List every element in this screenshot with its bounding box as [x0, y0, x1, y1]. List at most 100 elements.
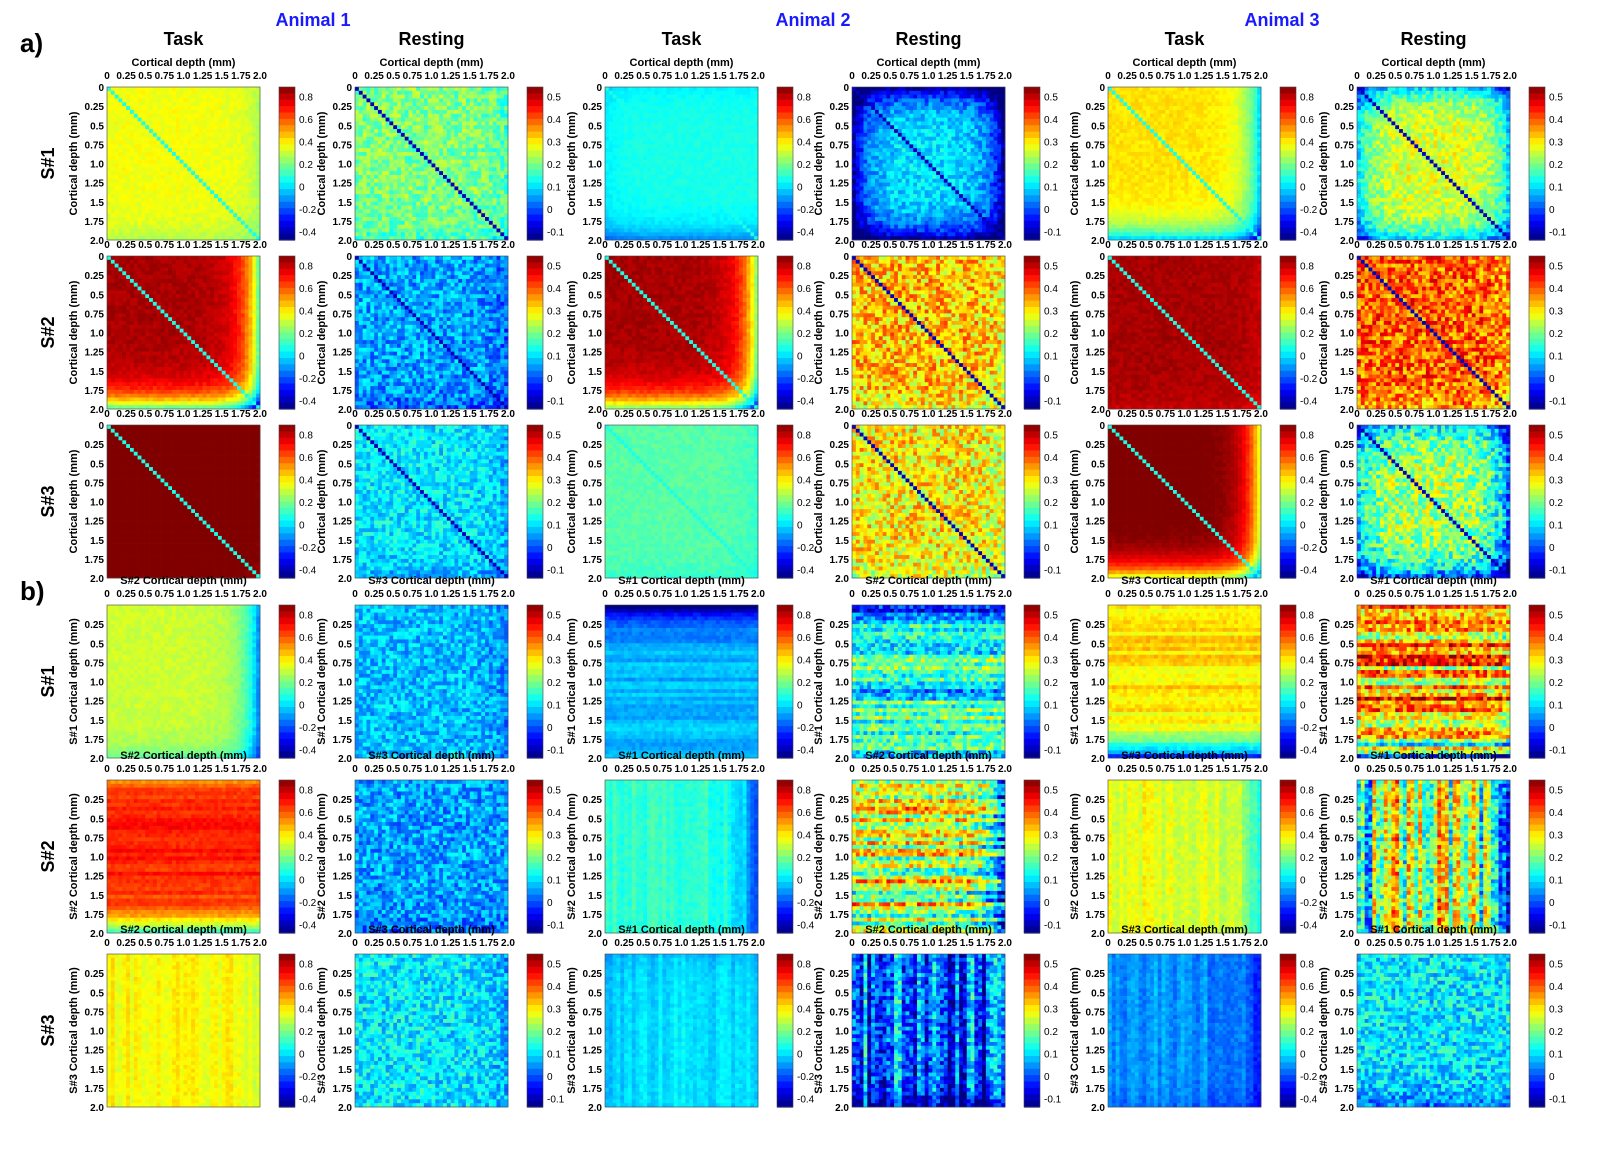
- heatmap-cell: [366, 152, 370, 156]
- heatmap-cell: [107, 129, 111, 133]
- colorbar-segment: [279, 125, 295, 132]
- heatmap-cell: [107, 190, 111, 194]
- heatmap-cell: [199, 95, 203, 99]
- heatmap-cell: [245, 106, 249, 110]
- heatmap-cell: [370, 102, 374, 106]
- heatmap-cell: [107, 106, 111, 110]
- heatmap-cell: [389, 167, 393, 171]
- heatmap-cell: [249, 129, 253, 133]
- heatmap-cell: [451, 114, 455, 118]
- heatmap-cell: [229, 225, 233, 229]
- heatmap-cell: [500, 194, 504, 198]
- heatmap-cell: [126, 190, 130, 194]
- heatmap-cell: [493, 183, 497, 187]
- heatmap-cell: [466, 148, 470, 152]
- heatmap-cell: [454, 186, 458, 190]
- heatmap-cell: [386, 118, 390, 122]
- heatmap-cell: [355, 102, 359, 106]
- heatmap-cell: [489, 144, 493, 148]
- heatmap-cell: [382, 164, 386, 168]
- heatmap-cell: [145, 125, 149, 129]
- heatmap-cell: [138, 118, 142, 122]
- heatmap-cell: [199, 91, 203, 95]
- heatmap-cell: [470, 148, 474, 152]
- heatmap-cell: [145, 167, 149, 171]
- heatmap-cell: [485, 141, 489, 145]
- heatmap-cell: [233, 129, 237, 133]
- heatmap-cell: [222, 229, 226, 233]
- heatmap-cell: [493, 137, 497, 141]
- heatmap-cell: [180, 175, 184, 179]
- heatmap-cell: [130, 129, 134, 133]
- heatmap-cell: [168, 209, 172, 213]
- heatmap-cell: [122, 87, 126, 91]
- heatmap-cell: [428, 194, 432, 198]
- heatmap-cell: [122, 160, 126, 164]
- heatmap-cell: [249, 213, 253, 217]
- heatmap-cell: [241, 229, 245, 233]
- heatmap-cell: [195, 198, 199, 202]
- heatmap-cell: [187, 221, 191, 225]
- top-tick-label: 1.75: [231, 71, 251, 82]
- heatmap-cell: [226, 186, 230, 190]
- heatmap-cell: [237, 106, 241, 110]
- heatmap-cell: [233, 167, 237, 171]
- heatmap-cell: [161, 125, 165, 129]
- heatmap-cell: [405, 137, 409, 141]
- heatmap-cell: [435, 91, 439, 95]
- heatmap-cell: [447, 171, 451, 175]
- heatmap-cell: [378, 133, 382, 137]
- heatmap-cell: [359, 190, 363, 194]
- heatmap-cell: [191, 129, 195, 133]
- heatmap-cell: [145, 144, 149, 148]
- heatmap-cell: [164, 167, 168, 171]
- heatmap-cell: [386, 102, 390, 106]
- heatmap-cell: [195, 102, 199, 106]
- heatmap-cell: [432, 171, 436, 175]
- heatmap-cell: [141, 110, 145, 114]
- heatmap-cell: [374, 141, 378, 145]
- heatmap-cell: [366, 102, 370, 106]
- heatmap-cell: [382, 91, 386, 95]
- heatmap-cell: [229, 91, 233, 95]
- heatmap-cell: [164, 148, 168, 152]
- heatmap-cell: [378, 121, 382, 125]
- heatmap-cell: [252, 190, 256, 194]
- heatmap-cell: [359, 175, 363, 179]
- heatmap-cell: [222, 106, 226, 110]
- heatmap-cell: [249, 175, 253, 179]
- heatmap-cell: [218, 167, 222, 171]
- heatmap-cell: [191, 186, 195, 190]
- heatmap-cell: [405, 198, 409, 202]
- heatmap-cell: [382, 144, 386, 148]
- heatmap-cell: [493, 160, 497, 164]
- heatmap-cell: [252, 206, 256, 210]
- colorbar-tick-label: 0.4: [299, 138, 313, 149]
- heatmap-cell: [199, 110, 203, 114]
- heatmap-cell: [397, 125, 401, 129]
- heatmap-cell: [130, 164, 134, 168]
- heatmap-cell: [164, 209, 168, 213]
- heatmap-cell: [470, 167, 474, 171]
- heatmap-cell: [241, 225, 245, 229]
- heatmap-cell: [374, 156, 378, 160]
- heatmap-cell: [222, 190, 226, 194]
- heatmap-cell: [168, 164, 172, 168]
- heatmap-cell: [180, 221, 184, 225]
- heatmap-cell: [111, 118, 115, 122]
- heatmap-cell: [118, 164, 122, 168]
- heatmap-cell: [153, 221, 157, 225]
- heatmap-cell: [226, 225, 230, 229]
- heatmap-cell: [130, 98, 134, 102]
- heatmap-cell: [458, 190, 462, 194]
- heatmap-cell: [252, 225, 256, 229]
- heatmap-cell: [447, 179, 451, 183]
- heatmap-cell: [432, 91, 436, 95]
- heatmap-cell: [458, 91, 462, 95]
- heatmap-cell: [447, 106, 451, 110]
- heatmap-cell: [226, 118, 230, 122]
- heatmap-cell: [382, 156, 386, 160]
- colorbar-segment: [279, 151, 295, 158]
- heatmap-cell: [412, 106, 416, 110]
- heatmap-cell: [485, 152, 489, 156]
